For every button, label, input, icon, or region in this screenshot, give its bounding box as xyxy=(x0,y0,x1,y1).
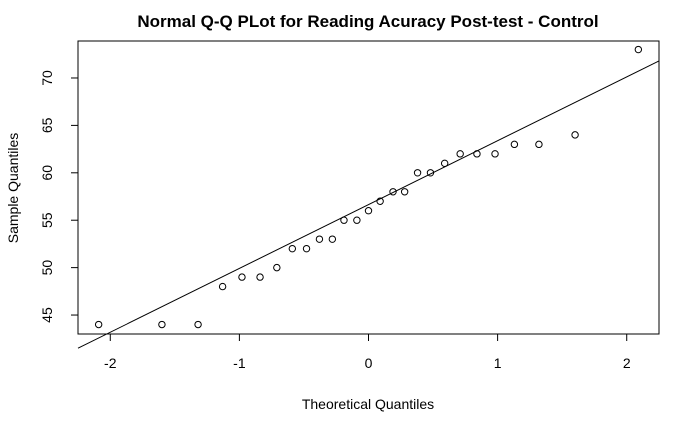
plot-area xyxy=(77,45,660,349)
y-axis-label: Sample Quantiles xyxy=(5,133,21,244)
data-point xyxy=(535,140,543,149)
data-point xyxy=(158,320,166,329)
x-tick-label: 1 xyxy=(494,355,502,371)
data-point xyxy=(634,45,643,54)
data-point xyxy=(353,216,361,224)
plot-frame xyxy=(77,40,660,335)
data-point xyxy=(413,169,422,177)
data-point xyxy=(491,150,499,158)
data-point xyxy=(426,169,435,177)
x-axis: -2 -1 0 1 2 xyxy=(104,333,631,371)
y-tick-label: 70 xyxy=(39,70,55,86)
data-point xyxy=(571,131,579,139)
x-tick-label: 0 xyxy=(365,355,373,371)
data-point xyxy=(194,320,202,329)
qq-reference-line xyxy=(77,60,660,349)
data-point xyxy=(256,273,264,281)
x-tick-label: -1 xyxy=(233,355,246,371)
data-point xyxy=(400,188,409,196)
data-point xyxy=(315,235,324,243)
data-point xyxy=(364,207,373,215)
x-tick-label: 2 xyxy=(623,355,631,371)
data-point xyxy=(340,216,348,224)
data-point xyxy=(238,273,246,281)
y-axis: 45 50 55 60 65 70 xyxy=(39,70,79,323)
y-tick-label: 55 xyxy=(39,212,55,228)
y-tick-label: 65 xyxy=(39,117,55,133)
data-point xyxy=(456,150,464,158)
y-tick-label: 50 xyxy=(39,260,55,276)
x-tick-label: -2 xyxy=(104,355,117,371)
data-point xyxy=(328,235,337,243)
data-point xyxy=(510,140,519,149)
data-point xyxy=(473,150,481,158)
data-point xyxy=(440,159,449,168)
data-point xyxy=(389,188,397,196)
x-axis-label: Theoretical Quantiles xyxy=(302,396,434,412)
data-point xyxy=(302,244,311,253)
y-tick-label: 60 xyxy=(39,165,55,181)
y-tick-label: 45 xyxy=(39,307,55,323)
data-point xyxy=(288,244,297,253)
data-point xyxy=(218,282,227,291)
data-point xyxy=(376,197,384,205)
chart-title: Normal Q-Q PLot for Reading Acuracy Post… xyxy=(137,12,598,31)
data-point xyxy=(94,320,103,329)
data-point xyxy=(273,263,281,272)
